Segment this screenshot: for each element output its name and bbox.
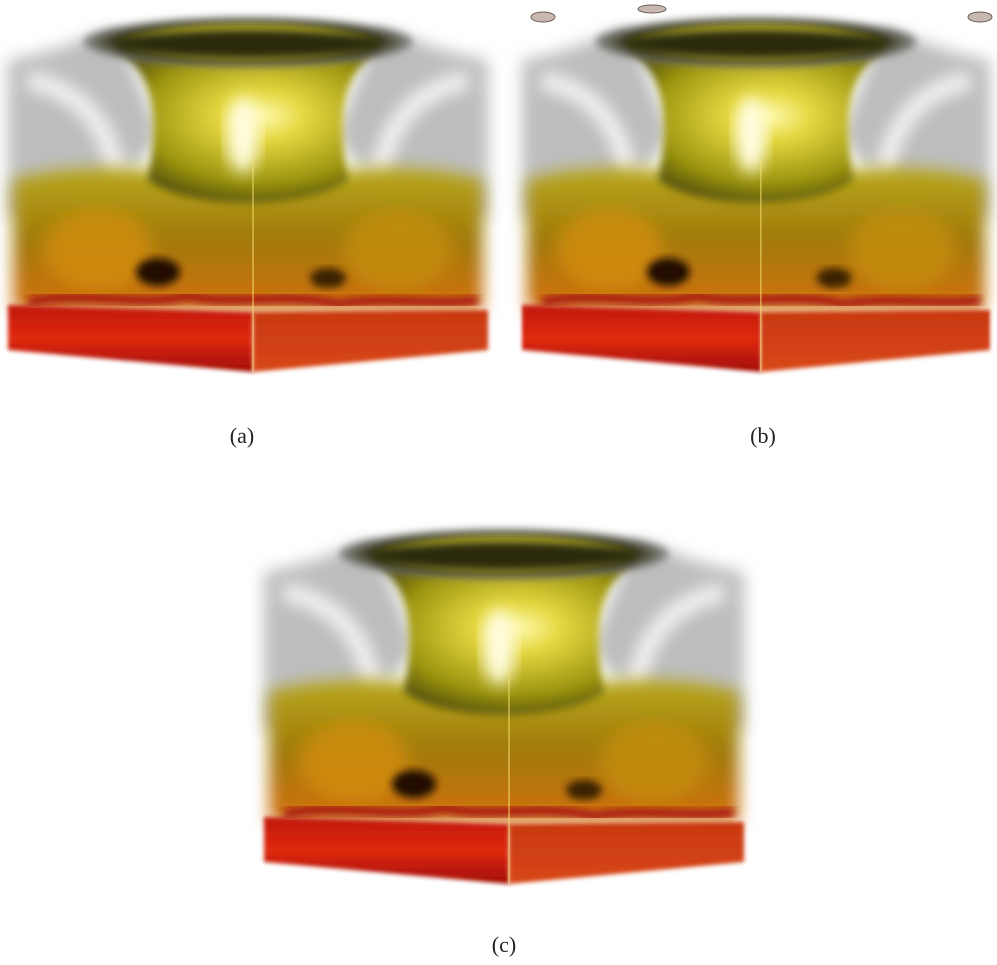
caption: (a) xyxy=(230,423,254,448)
caption: (b) xyxy=(750,423,776,448)
caption: (c) xyxy=(492,932,516,957)
artifact xyxy=(531,12,555,22)
figure: (a) (b) (c) xyxy=(0,0,997,965)
render-b xyxy=(522,17,990,372)
figure-page: (a) (b) (c) xyxy=(0,0,997,965)
artifact xyxy=(968,12,992,22)
render-a xyxy=(8,17,488,372)
render-c xyxy=(264,529,744,884)
artifact xyxy=(638,5,666,13)
